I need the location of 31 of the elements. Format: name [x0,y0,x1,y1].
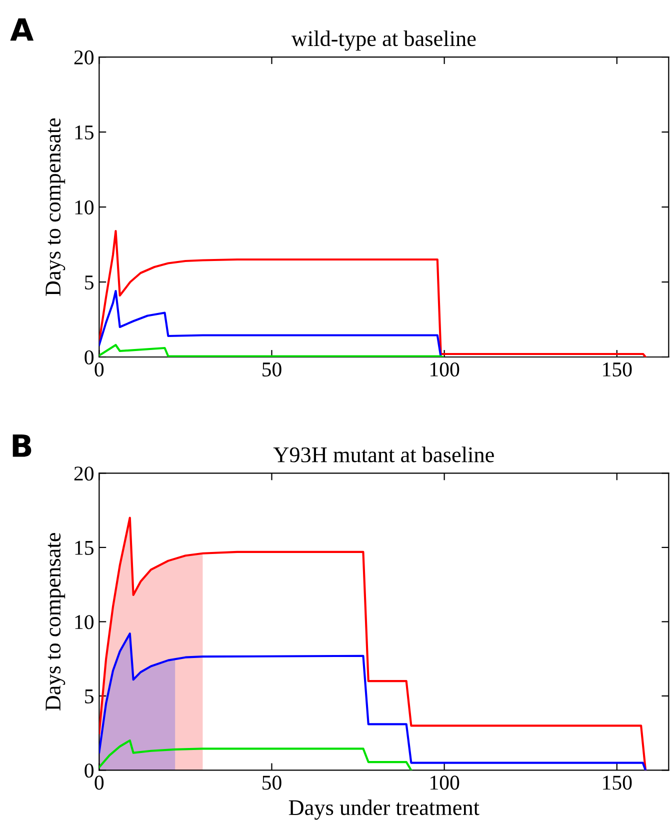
line-series [99,739,412,770]
y-tick-label: 10 [75,615,94,630]
y-tick-label: 0 [84,350,94,364]
y-tick-label: 10 [75,200,94,214]
line-series [99,632,647,770]
chart-title: Y93H mutant at baseline [273,446,494,462]
x-tick-label: 50 [262,776,282,790]
line-series [99,344,444,357]
y-axis-title: Days to compensate [46,118,66,296]
line-series [99,230,647,357]
y-tick-label: 5 [85,690,94,704]
chart-title: wild-type at baseline [291,30,476,51]
x-tick-label: 100 [430,776,460,790]
y-tick-label: 15 [75,126,94,140]
y-tick-label: 15 [75,540,94,555]
text: B [12,434,32,457]
y-tick-label: 20 [74,466,94,481]
x-axis-title: Days under treatment [288,800,480,820]
x-tick-label: 150 [603,362,632,377]
x-tick-label: 0 [94,776,104,790]
y-tick-label: 20 [74,50,94,64]
text: A [10,18,34,41]
x-tick-label: 50 [262,362,282,377]
line-series [99,516,647,770]
x-tick-label: 0 [94,362,104,377]
line-series [99,290,442,357]
x-tick-label: 100 [430,362,460,377]
x-tick-label: 150 [603,776,632,790]
y-tick-label: 5 [85,276,94,290]
y-axis-title: Days to compensate [46,532,66,711]
y-tick-label: 0 [84,764,94,778]
